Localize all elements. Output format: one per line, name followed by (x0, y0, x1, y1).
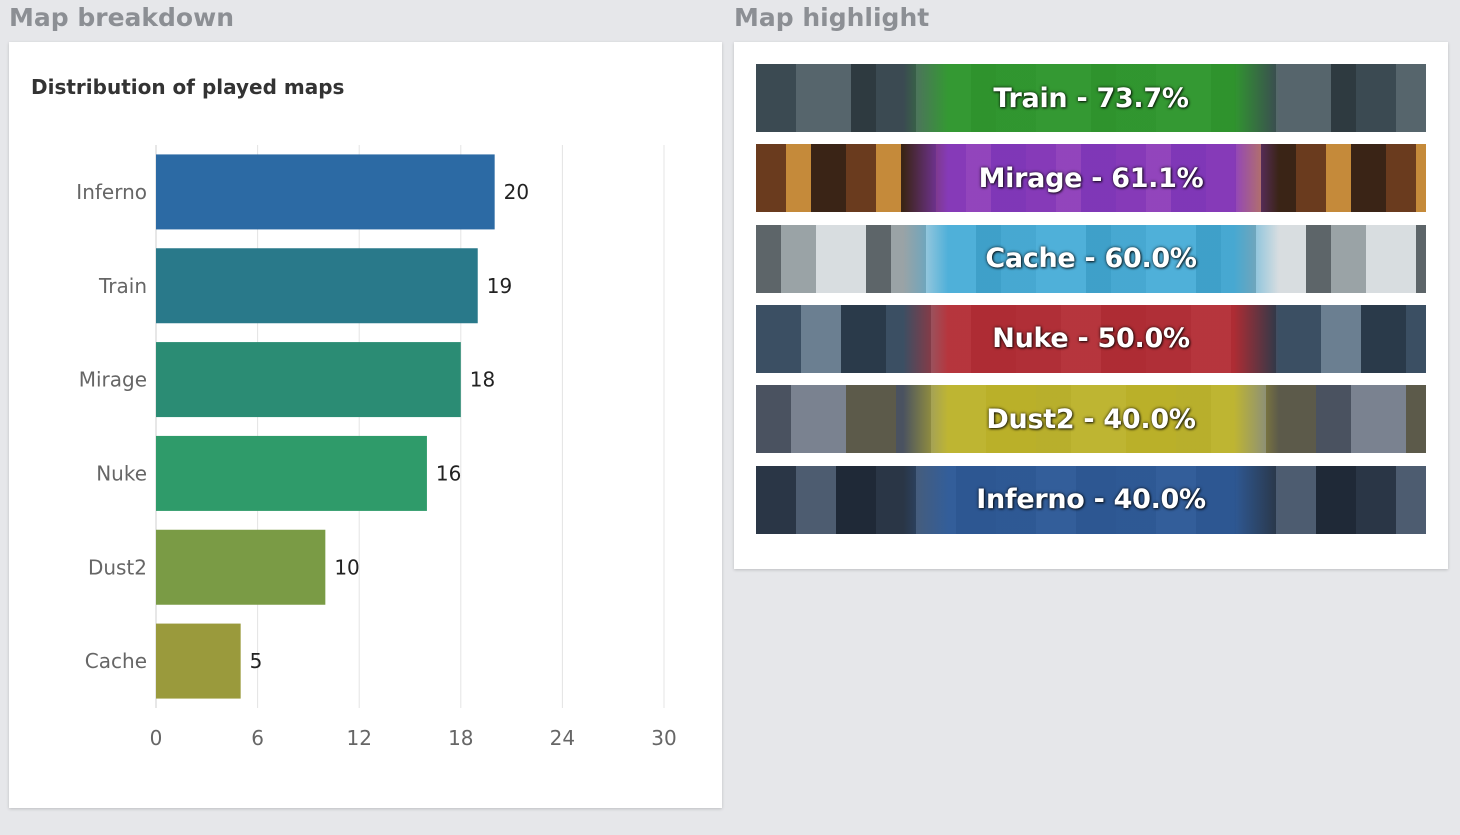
highlight-label: Train - 73.7% (993, 82, 1189, 114)
category-label: Nuke (96, 461, 147, 485)
bar-dust2 (156, 529, 326, 605)
highlight-banner-inferno: Inferno - 40.0% (756, 465, 1426, 534)
tick-label: 12 (346, 726, 371, 750)
highlight-label: Inferno - 40.0% (976, 484, 1206, 515)
highlight-banner-cache: Cache - 60.0% (756, 224, 1426, 293)
map-tint-overlay (903, 64, 1279, 132)
tick-label: 0 (150, 726, 163, 750)
map-tint-overlay (903, 144, 1279, 213)
highlight-banner-train: Train - 73.7% (756, 64, 1426, 132)
category-label: Dust2 (88, 555, 147, 579)
category-label: Inferno (76, 180, 147, 204)
bar-chart: Inferno 20 Train 19 Mirage 18 Nuke 16 Dust2 10 Cac… (76, 145, 677, 750)
category-label: Cache (85, 649, 147, 673)
highlight-label: Dust2 - 40.0% (986, 403, 1196, 435)
map-breakdown-panel: Distribution of played maps Inferno 20 Tra… (9, 42, 722, 808)
map-tint-overlay (903, 385, 1279, 454)
chart-title: Distribution of played maps (31, 75, 345, 99)
category-label: Train (98, 274, 147, 298)
highlight-banner-nuke: Nuke - 50.0% (756, 304, 1426, 373)
map-highlight-title: Map highlight (734, 3, 930, 32)
data-label: 18 (470, 368, 495, 392)
bar-inferno (156, 154, 495, 230)
map-tint-overlay (903, 224, 1279, 293)
data-label: 16 (436, 461, 461, 485)
tick-label: 30 (651, 726, 676, 750)
bar-cache (156, 623, 241, 699)
bar-mirage (156, 342, 461, 418)
highlight-banner-mirage: Mirage - 61.1% (756, 144, 1426, 213)
map-tint-overlay (903, 465, 1279, 534)
highlight-banner-dust2: Dust2 - 40.0% (756, 385, 1426, 454)
tick-label: 18 (448, 726, 473, 750)
map-breakdown-title: Map breakdown (9, 3, 234, 32)
map-tint-overlay (903, 304, 1279, 373)
data-label: 19 (487, 274, 512, 298)
tick-label: 24 (550, 726, 575, 750)
highlight-label: Cache - 60.0% (985, 243, 1197, 275)
category-label: Mirage (79, 368, 147, 392)
map-highlight-panel: Train - 73.7% Mirage - 61.1% Cache - 60.0%… (734, 42, 1448, 569)
tick-label: 6 (251, 726, 264, 750)
bar-nuke (156, 435, 427, 511)
data-label: 5 (250, 649, 263, 673)
data-label: 20 (504, 180, 529, 204)
data-label: 10 (334, 555, 359, 579)
highlight-label: Nuke - 50.0% (992, 323, 1190, 355)
highlight-label: Mirage - 61.1% (978, 162, 1204, 194)
bar-train (156, 248, 478, 324)
